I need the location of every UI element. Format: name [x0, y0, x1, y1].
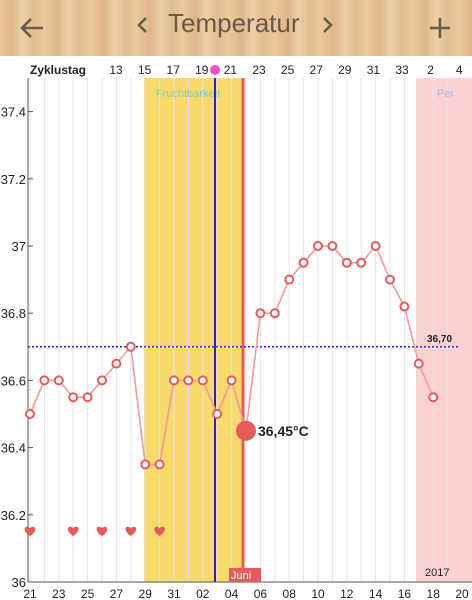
cycle-day-label: 27 — [310, 63, 324, 77]
temperature-point[interactable] — [356, 257, 367, 268]
temperature-point[interactable] — [313, 241, 323, 251]
period-window — [416, 78, 472, 582]
temperature-point[interactable] — [97, 375, 107, 386]
top-bar: Temperatur — [0, 0, 472, 56]
cycle-day-label: 23 — [252, 63, 266, 77]
ovulation-marker — [210, 65, 220, 75]
heart-icon — [96, 526, 108, 536]
add-entry-button[interactable] — [418, 6, 462, 50]
x-tick-label: 04 — [225, 587, 239, 600]
temperature-point[interactable] — [68, 392, 79, 403]
y-tick-label: 36.6 — [1, 373, 26, 388]
y-tick-label: 36 — [12, 575, 26, 590]
temperature-point[interactable] — [140, 459, 151, 470]
page-title: Temperatur — [168, 8, 300, 38]
heart-icon — [125, 526, 137, 536]
x-tick-label: 08 — [283, 587, 297, 600]
cycle-day-label: 19 — [195, 63, 209, 77]
y-tick-label: 36.8 — [1, 306, 26, 321]
temperature-point[interactable] — [183, 375, 194, 386]
y-tick-label: 37 — [12, 239, 26, 254]
cycle-day-row-label: Zyklustag — [30, 63, 86, 77]
x-tick-label: 27 — [110, 587, 124, 600]
temperature-point[interactable] — [284, 274, 295, 285]
previous-cycle-button[interactable] — [134, 10, 150, 47]
x-tick-label: 23 — [52, 587, 66, 600]
fertile-label: Fruchtbarkeit — [156, 88, 220, 100]
x-tick-label: 25 — [81, 587, 95, 600]
next-cycle-button[interactable] — [320, 10, 336, 47]
x-tick-label: 21 — [23, 587, 37, 600]
chevron-left-icon — [137, 17, 147, 33]
cycle-day-label: 31 — [367, 63, 381, 77]
back-button[interactable] — [10, 6, 54, 50]
x-tick-label: 29 — [139, 587, 153, 600]
plus-icon — [430, 18, 450, 38]
period-label: Per — [437, 88, 454, 100]
y-tick-label: 36.4 — [1, 441, 26, 456]
cycle-day-label: 29 — [338, 63, 352, 77]
temperature-point[interactable] — [82, 392, 93, 403]
temperature-point[interactable] — [298, 257, 309, 268]
cycle-day-label: 17 — [167, 63, 181, 77]
temperature-point[interactable] — [53, 375, 64, 386]
heart-icon — [24, 526, 36, 536]
x-tick-label: 20 — [455, 587, 469, 600]
cycle-day-label: 4 — [456, 63, 463, 77]
heart-icon — [67, 526, 79, 536]
x-tick-label: 02 — [196, 587, 210, 600]
x-tick-label: 31 — [167, 587, 181, 600]
x-tick-label: 16 — [398, 587, 412, 600]
cycle-day-label: 33 — [395, 63, 409, 77]
temperature-point[interactable] — [399, 301, 410, 312]
temperature-point[interactable] — [125, 341, 136, 352]
grid — [27, 78, 472, 583]
temperature-point[interactable] — [25, 409, 35, 419]
x-tick-label: 14 — [369, 587, 383, 600]
temperature-point[interactable] — [341, 257, 352, 268]
temperature-point[interactable] — [39, 375, 50, 386]
selected-temperature-marker[interactable] — [236, 420, 256, 441]
temperature-point[interactable] — [111, 358, 122, 369]
temperature-point[interactable] — [413, 358, 424, 369]
cycle-day-label: 2 — [427, 63, 434, 77]
y-tick-label: 37.4 — [1, 105, 26, 120]
cycle-day-label: 13 — [109, 63, 123, 77]
x-tick-label: 12 — [340, 587, 354, 600]
y-axis-labels: 37.4 37.2 37 36.8 36.6 36.4 36.2 36 — [1, 105, 33, 590]
x-tick-label: 18 — [427, 587, 441, 600]
temperature-point[interactable] — [269, 308, 280, 319]
cover-line-label: 36,70 — [427, 334, 452, 345]
x-axis-labels: 21 23 25 27 29 31 02 04 06 08 10 12 14 16 18 20 — [23, 587, 469, 600]
temperature-series — [25, 241, 439, 470]
intercourse-markers — [24, 526, 165, 536]
y-tick-label: 37.2 — [1, 172, 26, 187]
cycle-day-label: 25 — [281, 63, 295, 77]
temperature-point[interactable] — [370, 241, 381, 251]
chevron-right-icon — [323, 17, 333, 33]
temperature-point[interactable] — [428, 392, 439, 403]
cycle-day-labels: 13 15 17 19 21 23 25 27 29 31 33 2 4 — [109, 63, 463, 77]
y-tick-label: 36.2 — [1, 508, 26, 523]
fertile-window — [144, 78, 243, 582]
selected-temperature-label: 36,45°C — [258, 423, 309, 439]
temperature-point[interactable] — [226, 375, 237, 386]
month-label: Juni — [231, 570, 251, 582]
temperature-point[interactable] — [385, 274, 395, 285]
x-tick-label: 10 — [311, 587, 325, 600]
temperature-chart[interactable]: Zyklustag 13 15 17 19 21 23 25 27 29 31 33 2 4 Fruch… — [0, 56, 472, 600]
heart-icon — [154, 526, 165, 536]
month-badge — [229, 568, 261, 582]
temperature-point[interactable] — [197, 375, 208, 386]
cycle-day-label: 21 — [224, 63, 238, 77]
temperature-point[interactable] — [169, 375, 179, 386]
temperature-point[interactable] — [327, 241, 338, 251]
temperature-point[interactable] — [255, 308, 266, 319]
arrow-left-icon — [20, 18, 43, 38]
x-tick-label: 06 — [254, 587, 268, 600]
temperature-point[interactable] — [154, 459, 165, 470]
cycle-day-label: 15 — [138, 63, 152, 77]
year-label: 2017 — [425, 567, 449, 579]
temperature-point[interactable] — [212, 409, 223, 419]
